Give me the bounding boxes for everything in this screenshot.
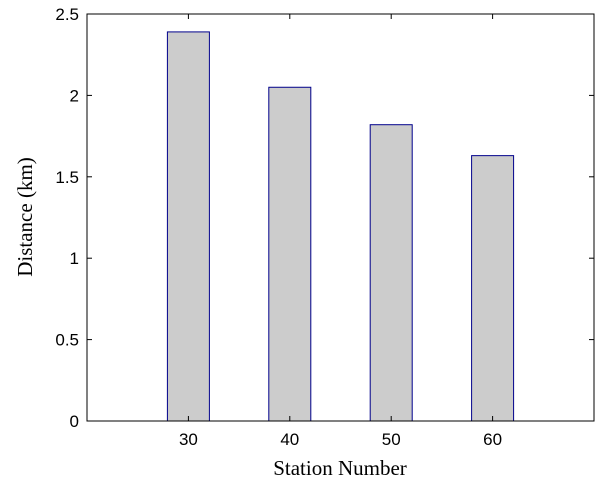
bars-layer: [166, 31, 515, 422]
x-tick-label-30: 30: [179, 430, 198, 449]
x-tick-label-40: 40: [280, 430, 299, 449]
ticks-layer: 30 40 50 60 0 0.5 1 1.5 2 2.5: [55, 5, 594, 449]
x-tick-label-60: 60: [483, 430, 502, 449]
bar-40: [268, 86, 312, 422]
y-tick-label-2: 2: [70, 86, 79, 105]
y-tick-label-1: 1: [70, 249, 79, 268]
x-tick-label-50: 50: [382, 430, 401, 449]
axes-box: [86, 13, 595, 422]
plot-area: [87, 14, 594, 421]
bar-30: [166, 31, 210, 422]
y-tick-label-2.5: 2.5: [55, 5, 79, 24]
y-tick-label-0: 0: [70, 412, 79, 431]
y-tick-label-1.5: 1.5: [55, 168, 79, 187]
x-axis-label: Station Number: [273, 456, 407, 480]
y-axis-label: Distance (km): [13, 157, 37, 277]
bar-50: [369, 124, 413, 422]
y-tick-label-0.5: 0.5: [55, 331, 79, 350]
bar-60: [471, 155, 515, 422]
